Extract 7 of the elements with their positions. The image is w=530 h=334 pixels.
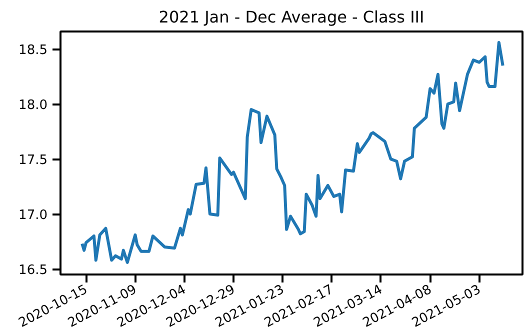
y-tick-label: 16.5 — [18, 263, 48, 278]
line-series — [80, 40, 504, 264]
y-tick-label: 17.5 — [18, 153, 48, 168]
y-tick-label: 18.5 — [18, 43, 48, 58]
y-tick-label: 18.0 — [18, 98, 48, 114]
y-tick-label: 17.0 — [18, 208, 48, 224]
chart-title: 2021 Jan - Dec Average - Class III — [158, 8, 424, 26]
